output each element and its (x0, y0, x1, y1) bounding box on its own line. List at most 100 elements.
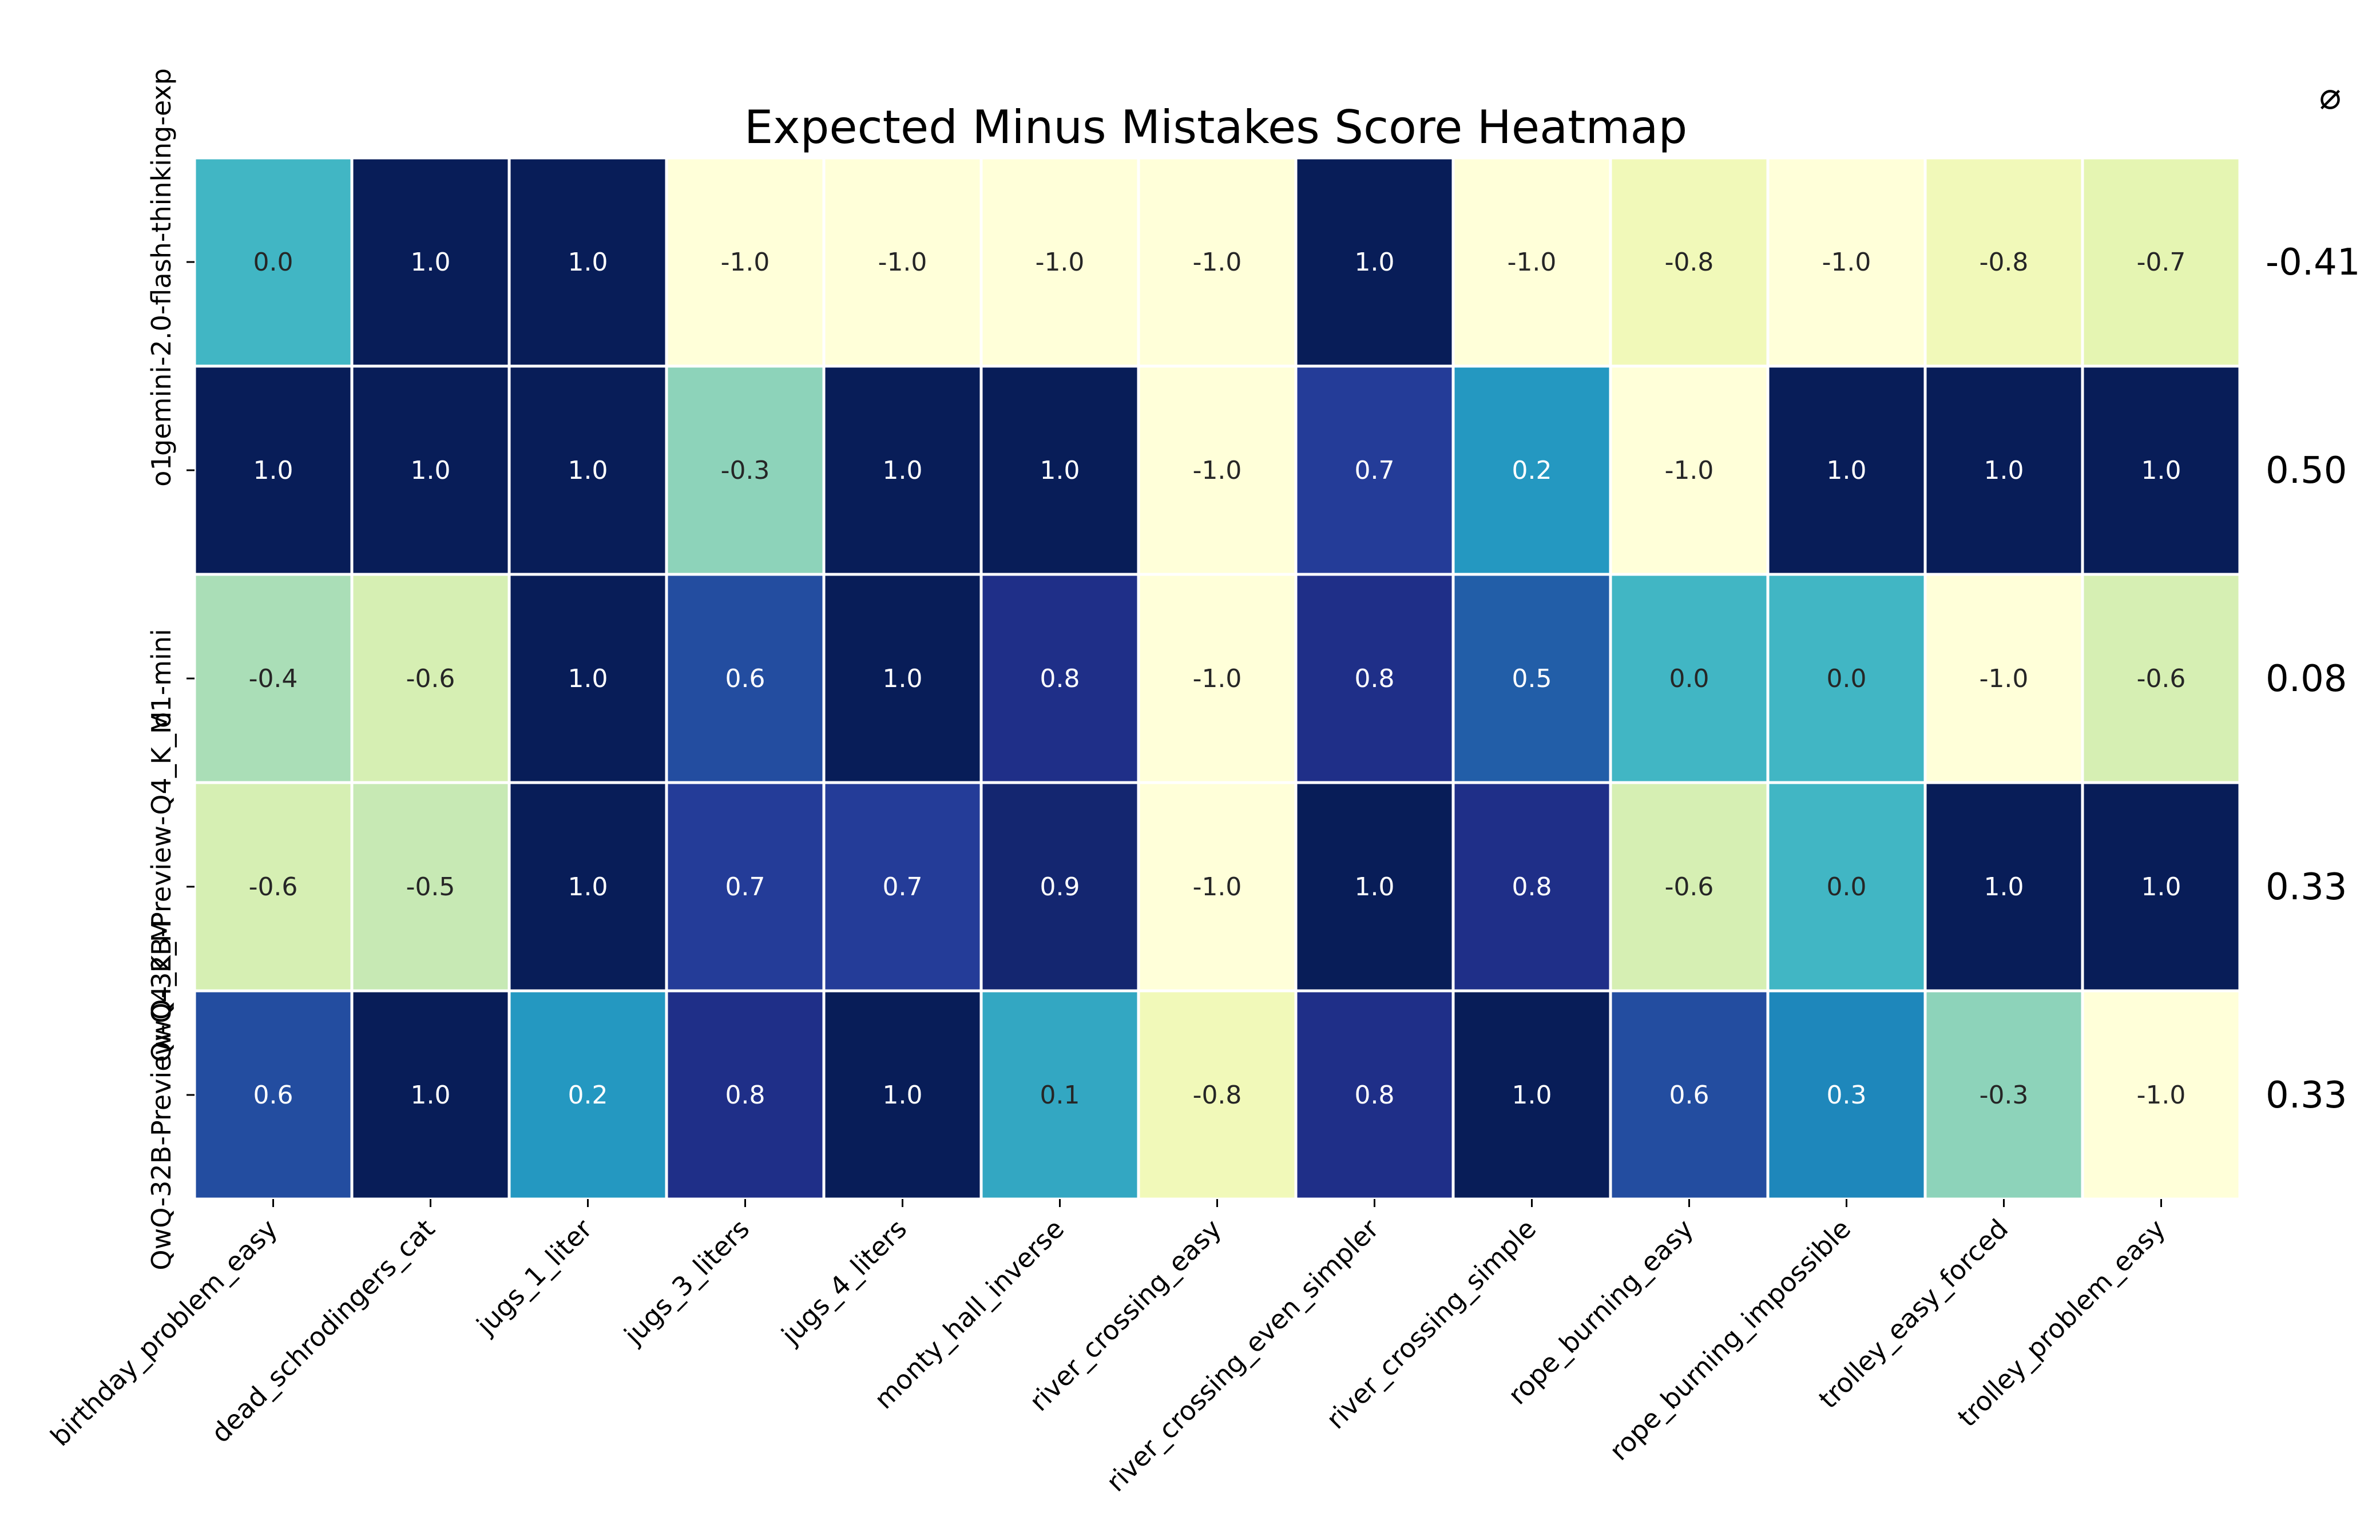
heatmap-cell (507, 781, 668, 993)
heatmap-cell (2081, 364, 2242, 576)
cell-value-label: -1.0 (1193, 872, 1242, 902)
cell-value-label: 1.0 (1984, 456, 2024, 485)
heatmap-cell (1294, 156, 1455, 368)
cell-value-label: -1.0 (1036, 248, 1085, 277)
cell-value-label: -0.6 (1665, 872, 1714, 902)
cell-value-label: 0.6 (725, 664, 765, 693)
cell-value-label: -0.3 (721, 456, 770, 485)
heatmap-cell (1923, 156, 2084, 368)
heatmap-cell (1451, 781, 1612, 993)
cell-value-label: 0.1 (1040, 1081, 1080, 1110)
heatmap-cell (507, 989, 668, 1201)
heatmap-cell (193, 364, 354, 576)
heatmap-cell (1294, 781, 1455, 993)
cell-value-label: 0.7 (725, 872, 765, 902)
cell-value-label: 1.0 (568, 664, 608, 693)
heatmap-cell (1923, 989, 2084, 1201)
heatmap-cell (1609, 156, 1770, 368)
cell-value-label: 1.0 (1827, 456, 1867, 485)
cell-value-label: 1.0 (1355, 248, 1395, 277)
cell-value-label: -1.0 (1193, 248, 1242, 277)
cell-value-label: -0.8 (1193, 1081, 1242, 1110)
cell-value-label: 1.0 (1355, 872, 1395, 902)
column-label: jugs_3_liters (618, 1213, 756, 1351)
cell-value-label: 1.0 (568, 872, 608, 902)
heatmap-cell (2081, 573, 2242, 784)
cell-value-label: -1.0 (1822, 248, 1871, 277)
row-labels: gemini-2.0-flash-thinking-expo1o1-miniQw… (146, 68, 195, 1271)
row-average-value: 0.33 (2266, 1074, 2347, 1117)
column-label: river_crossing_even_simpler (1100, 1213, 1385, 1498)
row-average-value: -0.41 (2266, 241, 2361, 284)
cell-value-label: -0.4 (249, 664, 298, 693)
heatmap-cell (1137, 364, 1298, 576)
heatmap-cell (1451, 989, 1612, 1201)
heatmap-cell (1294, 364, 1455, 576)
cell-value-label: 0.5 (1512, 664, 1552, 693)
cell-value-label: 0.2 (568, 1081, 608, 1110)
cell-value-label: 0.9 (1040, 872, 1080, 902)
heatmap-cell (1923, 364, 2084, 576)
cell-value-label: 0.7 (1355, 456, 1395, 485)
cell-value-label: 0.0 (1669, 664, 1709, 693)
heatmap-cell (822, 573, 983, 784)
cell-value-label: 1.0 (2141, 456, 2181, 485)
cell-value-label: 1.0 (568, 248, 608, 277)
cell-value-label: 0.6 (1669, 1081, 1709, 1110)
cell-value-label: 1.0 (1040, 456, 1080, 485)
column-labels: birthday_problem_easydead_schrodingers_c… (45, 1199, 2171, 1498)
cell-value-label: 0.8 (1355, 664, 1395, 693)
cell-value-label: -0.5 (406, 872, 455, 902)
cell-value-label: -1.0 (1193, 456, 1242, 485)
row-label: o1-mini (146, 629, 177, 728)
row-averages: -0.41 0.50 0.08 0.33 0.33 (2266, 241, 2361, 1117)
cell-value-label: -1.0 (721, 248, 770, 277)
row-average-value: 0.08 (2266, 658, 2347, 700)
row-label: QwQ-32B-Preview-Q4_K_M (146, 919, 177, 1270)
cell-value-label: -0.3 (1980, 1081, 2029, 1110)
cell-value-label: -1.0 (878, 248, 927, 277)
cell-value-label: 0.8 (725, 1081, 765, 1110)
cell-value-label: 0.8 (1355, 1081, 1395, 1110)
heatmap-cell (1609, 573, 1770, 784)
heatmap-cell (1137, 781, 1298, 993)
cell-value-label: 1.0 (2141, 872, 2181, 902)
cell-value-label: 1.0 (568, 456, 608, 485)
cell-value-label: 1.0 (253, 456, 293, 485)
cell-value-label: 0.6 (253, 1081, 293, 1110)
cell-value-label: 1.0 (411, 1081, 451, 1110)
cell-value-label: 0.8 (1040, 664, 1080, 693)
heatmap-cell (507, 364, 668, 576)
column-label: jugs_1_liter (470, 1213, 598, 1341)
heatmap-cell (350, 156, 511, 368)
heatmap-cell (665, 989, 826, 1201)
cell-value-label: -1.0 (1508, 248, 1557, 277)
heatmap-cell (350, 989, 511, 1201)
cell-value-label: 1.0 (883, 456, 923, 485)
heatmap-cell (1137, 989, 1298, 1201)
cell-value-label: -0.6 (406, 664, 455, 693)
cell-value-label: 0.3 (1827, 1081, 1867, 1110)
heatmap-cell (350, 573, 511, 784)
row-label: QwQ-32B-Preview-Q4_K_M (146, 711, 177, 1062)
cell-value-label: -1.0 (1980, 664, 2029, 693)
heatmap-cell (193, 573, 354, 784)
heatmap-cell (2081, 781, 2242, 993)
cell-value-label: 1.0 (1984, 872, 2024, 902)
heatmap-cell (1609, 364, 1770, 576)
heatmap-cell (979, 781, 1140, 993)
chart-title: Expected Minus Mistakes Score Heatmap (744, 101, 1688, 154)
column-label: jugs_4_liters (775, 1213, 913, 1351)
heatmap-cell (193, 781, 354, 993)
averages-header: ⌀ (2319, 76, 2342, 118)
cell-value-label: -0.6 (249, 872, 298, 902)
cell-value-label: -0.8 (1665, 248, 1714, 277)
row-label: o1 (146, 454, 177, 486)
cell-value-label: -0.6 (2137, 664, 2186, 693)
cell-value-label: 1.0 (883, 1081, 923, 1110)
cell-value-label: 1.0 (1512, 1081, 1552, 1110)
row-label: gemini-2.0-flash-thinking-exp (146, 68, 177, 456)
row-average-value: 0.50 (2266, 450, 2347, 492)
heatmap-cell (665, 156, 826, 368)
heatmap-cell (665, 781, 826, 993)
